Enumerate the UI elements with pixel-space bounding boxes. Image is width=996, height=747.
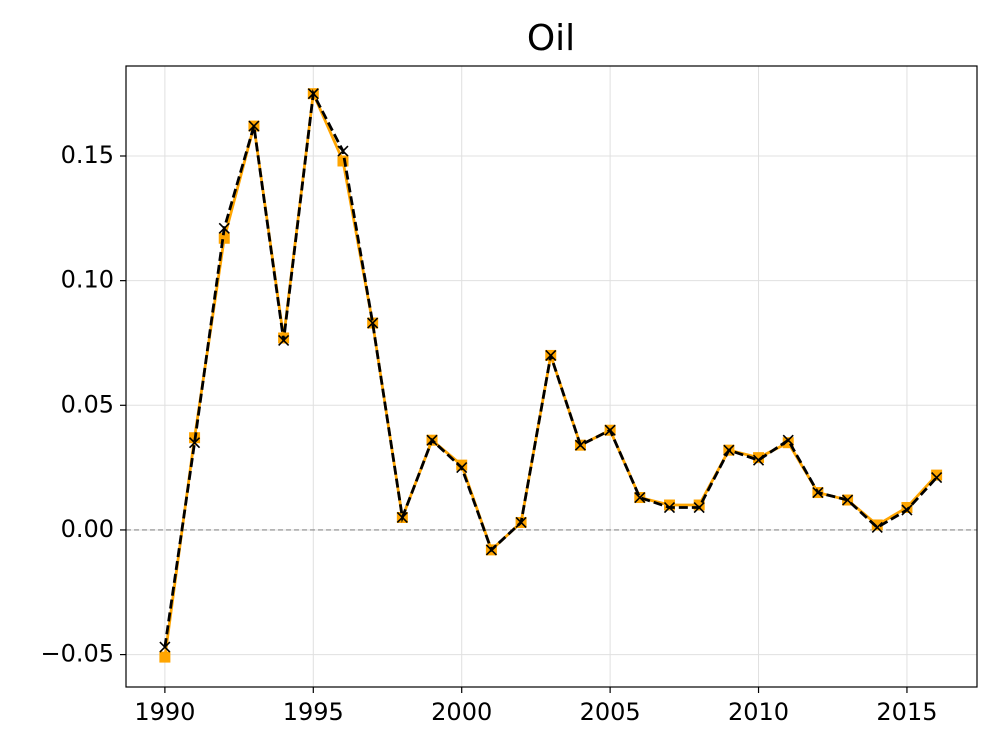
y-tick-label: 0.05 bbox=[61, 390, 114, 418]
marker bbox=[931, 472, 943, 484]
marker bbox=[753, 452, 765, 464]
marker bbox=[604, 424, 616, 436]
marker bbox=[396, 511, 408, 524]
x-tick-label: 2015 bbox=[876, 698, 937, 726]
marker bbox=[812, 486, 824, 499]
marker bbox=[752, 454, 765, 466]
marker bbox=[307, 88, 319, 100]
marker bbox=[782, 434, 794, 446]
x-tick-label: 2000 bbox=[431, 698, 492, 726]
x-tick-label: 1995 bbox=[283, 698, 344, 726]
marker bbox=[367, 317, 379, 329]
marker bbox=[901, 502, 913, 514]
marker bbox=[842, 494, 854, 506]
marker bbox=[278, 334, 290, 347]
marker bbox=[189, 437, 201, 449]
marker bbox=[545, 349, 557, 361]
y-tick-label: 0.00 bbox=[61, 515, 114, 543]
x-tick-label: 2010 bbox=[728, 698, 789, 726]
marker bbox=[218, 222, 230, 234]
marker bbox=[456, 462, 468, 474]
marker bbox=[723, 444, 735, 456]
marker bbox=[337, 155, 349, 167]
marker bbox=[159, 651, 171, 663]
marker bbox=[901, 504, 913, 516]
marker bbox=[871, 519, 883, 531]
x-tick-label: 1990 bbox=[134, 698, 195, 726]
marker bbox=[426, 434, 438, 446]
marker bbox=[663, 501, 676, 514]
y-tick-label: 0.15 bbox=[61, 141, 114, 169]
marker bbox=[485, 544, 497, 556]
y-tick-label: 0.10 bbox=[61, 266, 114, 294]
x-tick-label: 2005 bbox=[580, 698, 641, 726]
marker bbox=[574, 439, 587, 451]
series-line bbox=[163, 88, 938, 658]
y-tick-label: −0.05 bbox=[40, 640, 114, 668]
marker bbox=[337, 145, 349, 157]
marker bbox=[218, 232, 230, 244]
marker bbox=[693, 499, 705, 511]
marker bbox=[663, 499, 675, 511]
marker bbox=[782, 437, 794, 449]
marker bbox=[248, 120, 260, 132]
marker bbox=[515, 516, 527, 529]
series-line bbox=[163, 88, 938, 648]
marker bbox=[456, 459, 468, 471]
marker bbox=[634, 491, 646, 504]
plot-frame bbox=[125, 65, 978, 688]
marker bbox=[693, 501, 705, 514]
chart-title: Oil bbox=[527, 18, 575, 59]
marker bbox=[159, 641, 171, 653]
marker bbox=[871, 521, 883, 534]
marker bbox=[931, 469, 943, 481]
